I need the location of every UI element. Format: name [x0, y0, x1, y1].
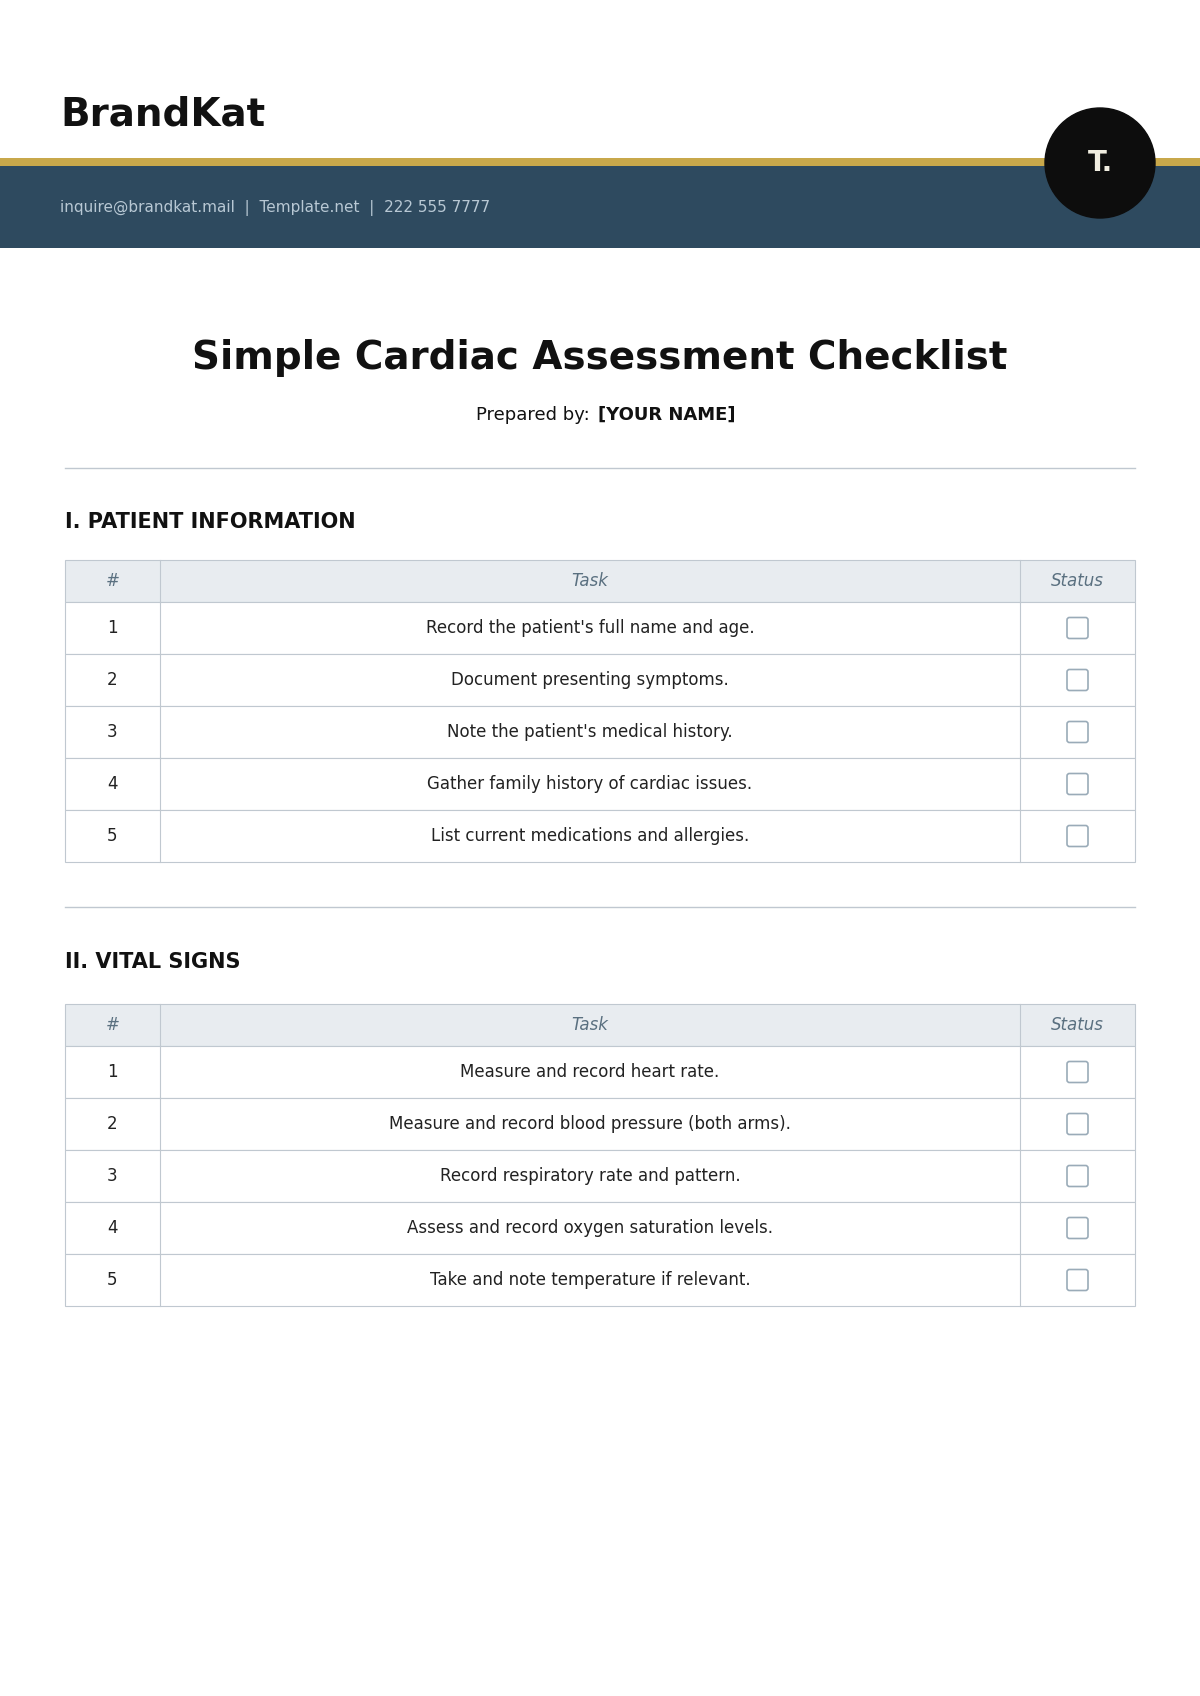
Text: 4: 4 — [107, 1219, 118, 1236]
Text: II. VITAL SIGNS: II. VITAL SIGNS — [65, 951, 240, 972]
Bar — [65, 1202, 1135, 1253]
Bar — [65, 811, 1135, 862]
Text: #: # — [106, 572, 120, 590]
Text: Status: Status — [1051, 1016, 1104, 1035]
Text: 5: 5 — [107, 1270, 118, 1289]
Text: 1: 1 — [107, 1063, 118, 1080]
Bar — [65, 560, 1135, 602]
Text: I. PATIENT INFORMATION: I. PATIENT INFORMATION — [65, 512, 355, 533]
Bar — [65, 1097, 1135, 1150]
Text: #: # — [106, 1016, 120, 1035]
Text: T.: T. — [1087, 149, 1112, 176]
FancyBboxPatch shape — [1067, 1062, 1088, 1082]
Bar — [65, 1150, 1135, 1202]
Text: 2: 2 — [107, 672, 118, 689]
FancyBboxPatch shape — [1067, 1218, 1088, 1238]
Text: Note the patient's medical history.: Note the patient's medical history. — [448, 722, 733, 741]
Bar — [65, 1253, 1135, 1306]
Text: Take and note temperature if relevant.: Take and note temperature if relevant. — [430, 1270, 750, 1289]
Text: Record respiratory rate and pattern.: Record respiratory rate and pattern. — [439, 1167, 740, 1186]
Bar — [0, 166, 1200, 248]
Text: [YOUR NAME]: [YOUR NAME] — [598, 405, 736, 424]
Bar — [65, 758, 1135, 811]
Text: BrandKat: BrandKat — [60, 97, 265, 134]
Text: Task: Task — [571, 1016, 608, 1035]
Text: List current medications and allergies.: List current medications and allergies. — [431, 828, 749, 845]
Bar — [65, 602, 1135, 655]
Text: Prepared by:: Prepared by: — [475, 405, 595, 424]
FancyBboxPatch shape — [1067, 1114, 1088, 1135]
Text: 3: 3 — [107, 722, 118, 741]
Bar — [65, 706, 1135, 758]
Bar — [65, 1004, 1135, 1046]
Text: 2: 2 — [107, 1114, 118, 1133]
Text: Assess and record oxygen saturation levels.: Assess and record oxygen saturation leve… — [407, 1219, 773, 1236]
FancyBboxPatch shape — [1067, 1165, 1088, 1187]
Text: Status: Status — [1051, 572, 1104, 590]
FancyBboxPatch shape — [1067, 721, 1088, 743]
FancyBboxPatch shape — [1067, 617, 1088, 638]
Text: 4: 4 — [107, 775, 118, 794]
FancyBboxPatch shape — [1067, 773, 1088, 794]
Text: Measure and record heart rate.: Measure and record heart rate. — [461, 1063, 720, 1080]
FancyBboxPatch shape — [1067, 826, 1088, 846]
Circle shape — [1045, 109, 1154, 219]
FancyBboxPatch shape — [1067, 670, 1088, 690]
Text: Simple Cardiac Assessment Checklist: Simple Cardiac Assessment Checklist — [192, 339, 1008, 377]
Text: Task: Task — [571, 572, 608, 590]
Text: inquire@brandkat.mail  |  Template.net  |  222 555 7777: inquire@brandkat.mail | Template.net | 2… — [60, 200, 490, 215]
Text: Document presenting symptoms.: Document presenting symptoms. — [451, 672, 728, 689]
Bar — [65, 1046, 1135, 1097]
FancyBboxPatch shape — [1067, 1270, 1088, 1291]
Bar — [0, 0, 1200, 158]
Text: Record the patient's full name and age.: Record the patient's full name and age. — [426, 619, 755, 638]
Bar — [0, 158, 1200, 166]
Bar — [65, 655, 1135, 706]
Text: 3: 3 — [107, 1167, 118, 1186]
Text: Gather family history of cardiac issues.: Gather family history of cardiac issues. — [427, 775, 752, 794]
Text: Measure and record blood pressure (both arms).: Measure and record blood pressure (both … — [389, 1114, 791, 1133]
Text: 1: 1 — [107, 619, 118, 638]
Text: 5: 5 — [107, 828, 118, 845]
